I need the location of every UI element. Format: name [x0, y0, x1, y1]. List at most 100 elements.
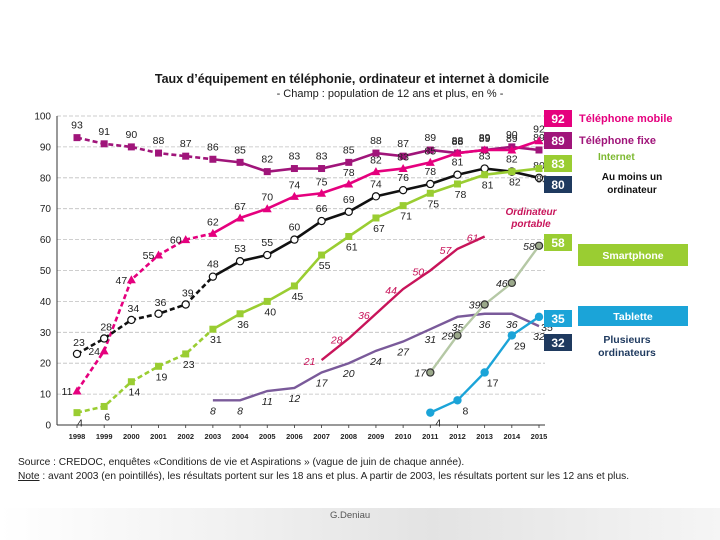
data-point — [371, 192, 381, 201]
legend-mobile-value: 92 — [551, 112, 565, 126]
series-t-l-phone-fixe: 939190888786858283838588878988899089 — [71, 120, 545, 176]
data-label: 19 — [156, 371, 168, 383]
source-note: Source : CREDOC, enquêtes «Conditions de… — [18, 456, 698, 483]
data-label: 83 — [289, 151, 301, 163]
data-point — [73, 409, 81, 417]
data-point — [425, 157, 435, 166]
data-point — [535, 165, 543, 173]
series-line — [429, 245, 540, 374]
series-line-dashed — [76, 136, 214, 161]
legend-ordinateur-label: Au moins un — [602, 172, 663, 183]
x-tick-label: 2004 — [232, 432, 250, 441]
footer-band — [0, 508, 720, 540]
data-point — [345, 233, 353, 241]
data-label: 91 — [98, 126, 110, 138]
data-label: 50 — [412, 267, 424, 279]
x-tick-label: 2009 — [368, 432, 385, 441]
data-point — [372, 149, 380, 157]
data-point — [127, 143, 135, 151]
data-label: 8 — [210, 405, 216, 417]
data-label: 57 — [440, 245, 453, 257]
data-label: 44 — [385, 285, 397, 297]
data-label: 85 — [343, 144, 355, 156]
legend-fixe-label: Téléphone fixe — [579, 135, 656, 147]
data-label: 74 — [289, 179, 301, 191]
x-tick-label: 2005 — [259, 432, 276, 441]
data-label: 17 — [316, 377, 329, 389]
legend-smartphone-value-box — [544, 234, 572, 251]
x-tick-label: 2008 — [340, 432, 357, 441]
data-point — [535, 146, 543, 154]
data-label: 29 — [441, 330, 454, 342]
data-point — [344, 179, 354, 188]
data-point — [317, 188, 327, 197]
data-label: 89 — [479, 132, 491, 144]
data-point — [155, 362, 163, 370]
data-label: 90 — [506, 129, 518, 141]
data-label: 85 — [234, 144, 246, 156]
data-point — [126, 275, 136, 284]
data-point — [426, 189, 434, 197]
data-label: 8 — [237, 405, 243, 417]
data-label: 47 — [116, 275, 128, 287]
data-point — [453, 396, 462, 405]
data-point — [289, 191, 299, 200]
data-label: 12 — [289, 393, 301, 405]
x-tick-label: 2007 — [313, 432, 330, 441]
x-tick-label: 1998 — [69, 432, 86, 441]
data-label: 6 — [104, 411, 110, 423]
data-label: 23 — [183, 359, 195, 371]
legend-fixe-value: 89 — [551, 134, 565, 148]
legend-plusieurs-label: Plusieurs — [603, 334, 650, 346]
data-point — [290, 165, 298, 173]
data-label: 92 — [533, 124, 545, 136]
data-label: 34 — [128, 303, 140, 315]
data-label: 39 — [182, 287, 194, 299]
data-point — [399, 202, 407, 210]
data-label: 78 — [455, 189, 467, 201]
data-label: 28 — [100, 321, 112, 333]
data-point — [209, 155, 217, 163]
annotation-ordinateur-portable: Ordinateur — [505, 207, 557, 218]
data-point — [318, 251, 326, 259]
data-label: 88 — [370, 135, 382, 147]
data-point — [453, 170, 462, 179]
x-tick-label: 2003 — [205, 432, 222, 441]
data-label: 21 — [303, 356, 316, 368]
y-tick-label: 80 — [40, 173, 52, 184]
data-point — [507, 278, 517, 288]
data-point — [72, 349, 82, 359]
series-line-dashed — [76, 328, 214, 414]
data-point — [209, 325, 217, 333]
chart-title: Taux d’équipement en téléphonie, ordinat… — [154, 72, 550, 86]
data-point — [263, 297, 271, 305]
data-label: 70 — [261, 192, 273, 204]
data-point — [236, 310, 244, 318]
data-point — [154, 250, 164, 259]
legend-smartphone-value-value: 58 — [551, 236, 565, 250]
data-label: 60 — [289, 222, 301, 234]
data-point — [181, 235, 191, 244]
data-label: 74 — [370, 178, 382, 190]
data-label: 55 — [319, 260, 331, 272]
data-point — [453, 180, 461, 188]
data-point — [182, 152, 190, 160]
y-tick-label: 10 — [40, 390, 52, 401]
data-point — [426, 146, 434, 154]
data-point — [426, 408, 435, 417]
data-point — [371, 167, 381, 176]
data-point — [534, 173, 544, 182]
data-label: 31 — [210, 334, 222, 346]
data-label: 82 — [370, 155, 382, 167]
data-label: 89 — [479, 133, 491, 145]
legend-mobile-box — [544, 110, 572, 127]
x-tick-label: 2014 — [503, 432, 521, 441]
data-label: 83 — [536, 174, 548, 186]
data-label: 60 — [170, 235, 182, 247]
legend-internet-box — [544, 155, 572, 172]
data-label: 93 — [71, 120, 83, 132]
data-label: 67 — [234, 201, 246, 213]
author-credit: G.Deniau — [330, 510, 371, 521]
data-label: 17 — [487, 377, 499, 389]
